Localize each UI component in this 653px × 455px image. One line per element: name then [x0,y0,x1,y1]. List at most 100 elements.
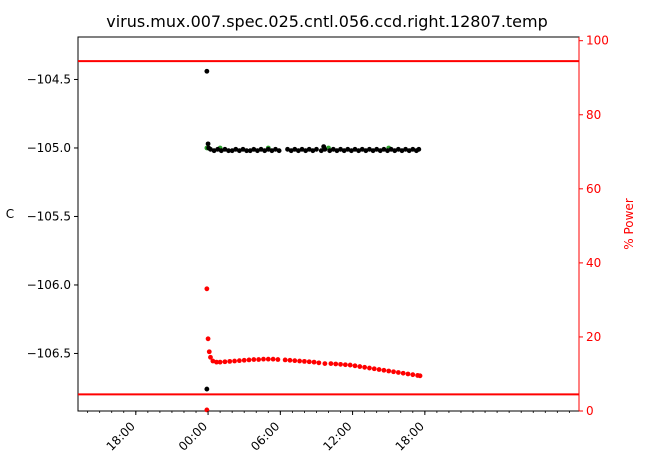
data-point [333,361,339,367]
data-point [330,146,336,152]
data-point [251,357,257,362]
data-point [362,364,368,370]
data-point [345,146,351,152]
data-point [208,146,213,152]
data-point [215,146,221,152]
data-point [262,148,268,154]
y-tick-label-left: −105.0 [27,141,71,155]
data-point [282,357,288,363]
y-tick-label-left: −104.5 [27,72,71,86]
data-point [322,146,328,152]
data-point [327,148,333,154]
data-point [356,148,362,154]
data-point [270,356,276,362]
data-point [328,361,334,367]
y-tick-label-left: −106.0 [27,278,71,292]
data-point [288,148,294,154]
data-point [247,148,253,154]
data-point [217,359,223,365]
data-point [357,364,363,369]
axis-layer: −104.5 −105.0 −105.5 −106.0 −106.5 0 20 40 60 80 1… [27,34,609,454]
data-point [338,361,343,367]
data-point [348,148,354,154]
data-point [244,148,250,154]
data-point [314,146,319,152]
data-point [276,148,282,154]
data-point [403,146,408,152]
data-point [255,148,260,154]
data-point [311,359,317,365]
data-point [417,373,423,379]
data-point [306,146,312,152]
data-point [388,146,394,152]
data-point [377,148,383,154]
y-tick-label-left: −106.5 [27,346,71,360]
data-point [236,358,242,364]
hline-layer [78,60,579,396]
data-point [352,146,358,152]
data-point [391,369,396,375]
data-point [338,146,343,152]
data-point [222,146,228,152]
data-point [269,148,275,154]
data-point [334,148,340,154]
data-point [232,358,237,364]
data-point [240,146,246,152]
data-point [363,148,369,154]
y-axis-label-left: C [6,207,14,221]
y-tick-label-right: 0 [586,404,594,418]
x-tick-label: 18:00 [393,419,427,453]
y-tick-label-right: 40 [586,256,601,270]
data-point [410,372,416,378]
data-point [214,359,219,365]
data-point [386,368,392,374]
data-point [405,371,411,377]
data-point [229,148,235,154]
data-point [265,356,271,362]
chart-title: virus.mux.007.spec.025.cntl.056.ccd.righ… [106,12,548,31]
y-tick-label-right: 100 [586,34,609,48]
data-point [374,146,380,152]
data-point [292,358,298,364]
data-point [322,361,328,367]
data-point [385,148,390,154]
data-point [256,357,262,362]
data-point [206,349,212,355]
data-point [205,141,211,147]
y-tick-label-left: −105.5 [27,209,71,223]
data-point [241,357,247,363]
data-point [303,148,309,154]
data-point [236,148,242,154]
data-point [297,358,302,364]
data-point [395,370,401,375]
data-point [273,146,278,152]
data-point [233,146,239,152]
data-point [371,366,377,372]
marks-layer [204,68,423,413]
data-point [222,359,228,365]
data-point [352,363,358,369]
data-point [399,148,405,154]
data-point [261,356,266,362]
data-point [310,148,316,154]
data-point [204,386,210,392]
y-tick-label-right: 60 [586,182,601,196]
x-tick-label: 06:00 [248,419,282,453]
x-tick-label: 00:00 [176,419,210,453]
data-point [295,148,301,154]
data-point [406,148,412,154]
data-point [227,358,233,364]
data-point [302,358,307,364]
data-point [318,148,324,154]
data-point [381,146,387,152]
data-point [416,146,422,152]
y-tick-label-right: 80 [586,108,601,122]
data-point [376,367,382,372]
data-point [306,359,312,365]
data-point [359,146,365,152]
data-point [204,286,210,292]
x-tick-label: 12:00 [320,419,354,453]
data-point [395,146,401,152]
data-point [246,357,252,363]
